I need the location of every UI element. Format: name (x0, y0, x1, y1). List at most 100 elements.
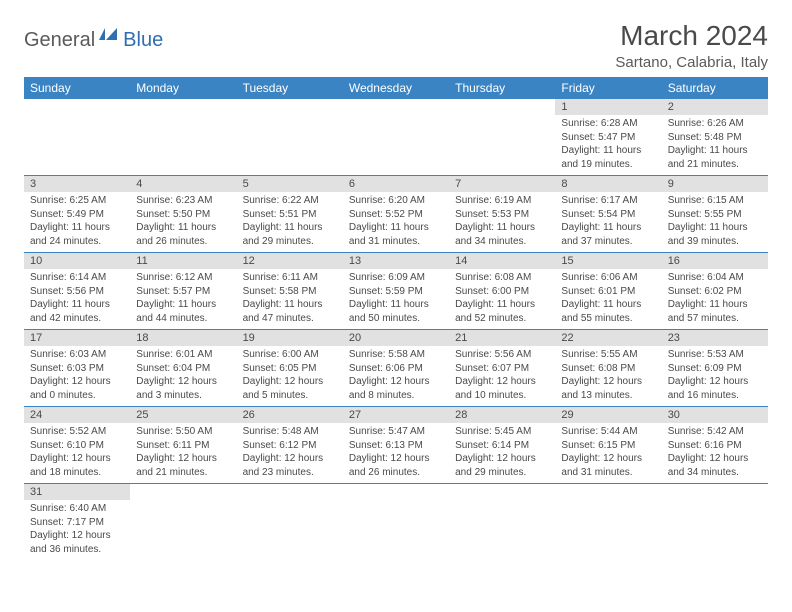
day-detail: Sunrise: 6:06 AMSunset: 6:01 PMDaylight:… (555, 269, 661, 330)
day-detail: Sunrise: 6:22 AMSunset: 5:51 PMDaylight:… (237, 192, 343, 253)
sunset-text: Sunset: 6:13 PM (349, 439, 443, 453)
calendar-table: SundayMondayTuesdayWednesdayThursdayFrid… (24, 77, 768, 560)
daylight-text-2: and 36 minutes. (30, 543, 124, 557)
day-number-row: 3456789 (24, 176, 768, 193)
sunset-text: Sunset: 5:53 PM (455, 208, 549, 222)
sunrise-text: Sunrise: 6:08 AM (455, 271, 549, 285)
sunrise-text: Sunrise: 5:55 AM (561, 348, 655, 362)
sunset-text: Sunset: 6:04 PM (136, 362, 230, 376)
day-detail: Sunrise: 5:44 AMSunset: 6:15 PMDaylight:… (555, 423, 661, 484)
daylight-text-1: Daylight: 11 hours (668, 144, 762, 158)
daylight-text-2: and 10 minutes. (455, 389, 549, 403)
day-number: 20 (343, 330, 449, 347)
day-number: 15 (555, 253, 661, 270)
sunrise-text: Sunrise: 5:56 AM (455, 348, 549, 362)
header: General Blue March 2024 Sartano, Calabri… (24, 20, 768, 71)
logo-text-blue: Blue (123, 29, 163, 52)
daylight-text-2: and 52 minutes. (455, 312, 549, 326)
sunrise-text: Sunrise: 6:25 AM (30, 194, 124, 208)
day-detail: Sunrise: 6:15 AMSunset: 5:55 PMDaylight:… (662, 192, 768, 253)
day-detail-row: Sunrise: 6:03 AMSunset: 6:03 PMDaylight:… (24, 346, 768, 407)
sunset-text: Sunset: 6:09 PM (668, 362, 762, 376)
day-detail: Sunrise: 6:01 AMSunset: 6:04 PMDaylight:… (130, 346, 236, 407)
sunset-text: Sunset: 5:58 PM (243, 285, 337, 299)
logo-text-general: General (24, 29, 95, 52)
day-detail: Sunrise: 5:56 AMSunset: 6:07 PMDaylight:… (449, 346, 555, 407)
daylight-text-1: Daylight: 11 hours (30, 221, 124, 235)
sunrise-text: Sunrise: 6:22 AM (243, 194, 337, 208)
day-number: 1 (555, 99, 661, 115)
sunrise-text: Sunrise: 6:28 AM (561, 117, 655, 131)
daylight-text-1: Daylight: 11 hours (668, 298, 762, 312)
day-number: 11 (130, 253, 236, 270)
daylight-text-2: and 55 minutes. (561, 312, 655, 326)
day-detail: Sunrise: 6:20 AMSunset: 5:52 PMDaylight:… (343, 192, 449, 253)
day-detail: Sunrise: 6:12 AMSunset: 5:57 PMDaylight:… (130, 269, 236, 330)
day-number: 18 (130, 330, 236, 347)
day-detail (237, 115, 343, 176)
day-number: 2 (662, 99, 768, 115)
daylight-text-1: Daylight: 11 hours (561, 298, 655, 312)
day-number-row: 31 (24, 484, 768, 501)
day-detail: Sunrise: 6:25 AMSunset: 5:49 PMDaylight:… (24, 192, 130, 253)
day-number (343, 99, 449, 115)
day-number (130, 484, 236, 501)
daylight-text-1: Daylight: 12 hours (561, 375, 655, 389)
day-number: 14 (449, 253, 555, 270)
day-number: 5 (237, 176, 343, 193)
day-number (130, 99, 236, 115)
day-number (237, 484, 343, 501)
daylight-text-1: Daylight: 12 hours (30, 529, 124, 543)
day-number: 26 (237, 407, 343, 424)
day-detail-row: Sunrise: 6:25 AMSunset: 5:49 PMDaylight:… (24, 192, 768, 253)
title-block: March 2024 Sartano, Calabria, Italy (615, 20, 768, 71)
daylight-text-1: Daylight: 11 hours (349, 298, 443, 312)
day-number: 12 (237, 253, 343, 270)
sunset-text: Sunset: 6:12 PM (243, 439, 337, 453)
day-detail (343, 500, 449, 560)
sunset-text: Sunset: 6:01 PM (561, 285, 655, 299)
daylight-text-1: Daylight: 11 hours (349, 221, 443, 235)
daylight-text-1: Daylight: 12 hours (455, 375, 549, 389)
day-detail (449, 500, 555, 560)
sunset-text: Sunset: 5:52 PM (349, 208, 443, 222)
daylight-text-1: Daylight: 12 hours (349, 375, 443, 389)
daylight-text-2: and 34 minutes. (668, 466, 762, 480)
sunrise-text: Sunrise: 6:26 AM (668, 117, 762, 131)
day-detail: Sunrise: 6:00 AMSunset: 6:05 PMDaylight:… (237, 346, 343, 407)
day-number: 16 (662, 253, 768, 270)
sunset-text: Sunset: 6:10 PM (30, 439, 124, 453)
sunset-text: Sunset: 6:14 PM (455, 439, 549, 453)
day-detail: Sunrise: 6:14 AMSunset: 5:56 PMDaylight:… (24, 269, 130, 330)
daylight-text-2: and 26 minutes. (136, 235, 230, 249)
daylight-text-2: and 19 minutes. (561, 158, 655, 172)
daylight-text-2: and 21 minutes. (136, 466, 230, 480)
sunrise-text: Sunrise: 6:14 AM (30, 271, 124, 285)
sunrise-text: Sunrise: 5:53 AM (668, 348, 762, 362)
daylight-text-2: and 13 minutes. (561, 389, 655, 403)
daylight-text-1: Daylight: 11 hours (30, 298, 124, 312)
day-number: 23 (662, 330, 768, 347)
day-detail: Sunrise: 6:23 AMSunset: 5:50 PMDaylight:… (130, 192, 236, 253)
day-detail: Sunrise: 6:09 AMSunset: 5:59 PMDaylight:… (343, 269, 449, 330)
day-number (449, 484, 555, 501)
day-number: 22 (555, 330, 661, 347)
daylight-text-2: and 34 minutes. (455, 235, 549, 249)
sunrise-text: Sunrise: 6:15 AM (668, 194, 762, 208)
daylight-text-2: and 5 minutes. (243, 389, 337, 403)
daylight-text-2: and 37 minutes. (561, 235, 655, 249)
sunrise-text: Sunrise: 5:48 AM (243, 425, 337, 439)
day-detail: Sunrise: 5:52 AMSunset: 6:10 PMDaylight:… (24, 423, 130, 484)
day-detail: Sunrise: 6:11 AMSunset: 5:58 PMDaylight:… (237, 269, 343, 330)
sunrise-text: Sunrise: 6:19 AM (455, 194, 549, 208)
sunrise-text: Sunrise: 5:42 AM (668, 425, 762, 439)
daylight-text-1: Daylight: 11 hours (136, 221, 230, 235)
sunrise-text: Sunrise: 6:09 AM (349, 271, 443, 285)
day-number (555, 484, 661, 501)
daylight-text-2: and 0 minutes. (30, 389, 124, 403)
daylight-text-1: Daylight: 11 hours (455, 298, 549, 312)
daylight-text-2: and 57 minutes. (668, 312, 762, 326)
day-detail: Sunrise: 5:47 AMSunset: 6:13 PMDaylight:… (343, 423, 449, 484)
day-number: 3 (24, 176, 130, 193)
day-detail: Sunrise: 5:58 AMSunset: 6:06 PMDaylight:… (343, 346, 449, 407)
